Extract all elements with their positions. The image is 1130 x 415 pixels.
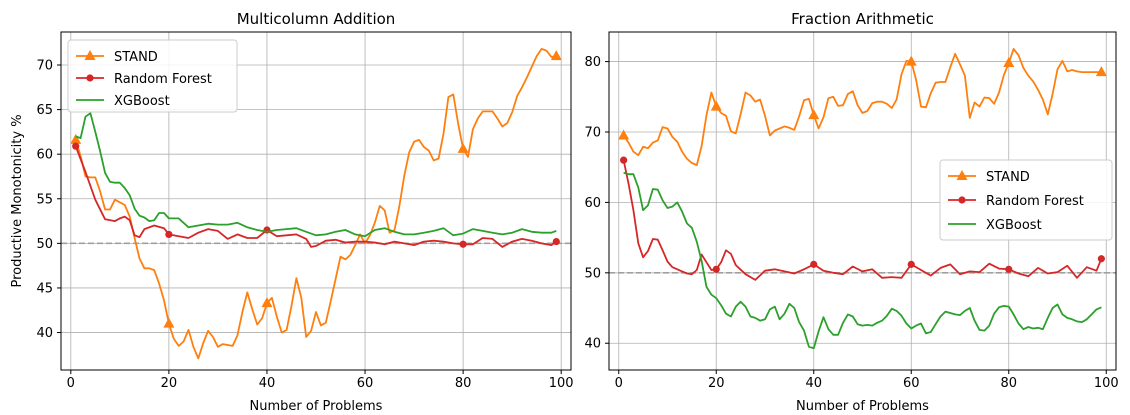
- data-point-marker: [163, 317, 175, 328]
- legend-swatch-marker: [84, 50, 96, 60]
- y-axis-label: Productive Monotonicity %: [10, 114, 25, 287]
- legend-box: [939, 159, 1113, 241]
- x-tick-label: 0: [67, 376, 75, 391]
- x-tick-label: 100: [549, 376, 574, 391]
- y-tick-label: 60: [584, 196, 601, 211]
- x-axis-label: Number of Problems: [796, 399, 929, 414]
- data-point-marker: [907, 260, 915, 268]
- x-tick-label: 100: [1094, 376, 1119, 391]
- data-point-marker: [1003, 56, 1015, 67]
- x-tick-label: 40: [259, 376, 276, 391]
- plot-frame: [60, 31, 572, 371]
- legend-box: [67, 39, 238, 113]
- y-tick-label: 80: [584, 55, 601, 70]
- y-tick-label: 70: [36, 58, 53, 73]
- x-tick-label: 80: [1000, 376, 1017, 391]
- data-point-marker: [457, 142, 469, 153]
- data-point-marker: [70, 133, 82, 144]
- data-point-marker: [459, 240, 467, 248]
- data-point-marker: [72, 142, 80, 150]
- legend-label: XGBoost: [114, 94, 170, 109]
- series-line-xgboost: [75, 112, 557, 238]
- legend-label: XGBoost: [986, 218, 1042, 233]
- data-point-marker: [618, 129, 630, 140]
- series-line-stand: [74, 48, 557, 360]
- data-point-marker: [808, 109, 820, 120]
- y-tick-label: 50: [584, 266, 601, 281]
- data-point-marker: [905, 55, 917, 66]
- x-tick-label: 0: [615, 376, 623, 391]
- x-axis-label: Number of Problems: [250, 399, 383, 414]
- data-point-marker: [810, 260, 818, 268]
- x-tick-label: 80: [455, 376, 472, 391]
- x-tick-label: 60: [903, 376, 920, 391]
- y-tick-label: 65: [36, 103, 53, 118]
- chart-fraction-arithmetic: 0 20 40 60 80 100 40 50 60 70 80 Fraction Arithmeti…: [584, 10, 1118, 414]
- legend-label: STAND: [114, 50, 158, 65]
- legend-swatch-marker: [86, 74, 94, 82]
- data-point-marker: [261, 297, 273, 308]
- data-point-marker: [1097, 255, 1105, 263]
- data-point-marker: [712, 265, 720, 273]
- data-point-marker: [165, 230, 173, 239]
- data-point-marker: [552, 237, 560, 246]
- data-point-marker: [1005, 265, 1013, 273]
- x-tick-label: 20: [708, 376, 725, 391]
- series-line-xgboost: [623, 171, 1102, 350]
- series-line-stand: [622, 48, 1102, 167]
- y-tick-label: 50: [36, 237, 53, 252]
- y-tick-label: 70: [584, 125, 601, 140]
- legend-label: Random Forest: [986, 194, 1084, 209]
- y-tick-label: 40: [584, 337, 601, 352]
- data-point-marker: [550, 50, 562, 61]
- y-tick-label: 55: [36, 192, 53, 207]
- legend-swatch-marker: [958, 196, 966, 204]
- legend-swatch-marker: [956, 170, 968, 180]
- data-point-marker: [620, 156, 628, 164]
- x-tick-label: 60: [357, 376, 374, 391]
- chart-title: Multicolumn Addition: [237, 10, 396, 28]
- chart-title: Fraction Arithmetic: [791, 10, 934, 28]
- data-point-marker: [1095, 66, 1107, 77]
- x-tick-label: 40: [805, 376, 822, 391]
- data-point-marker: [710, 100, 722, 111]
- series-line-random_forest: [74, 145, 557, 248]
- legend-label: Random Forest: [114, 72, 212, 87]
- y-tick-label: 40: [36, 326, 53, 341]
- plot-frame: [608, 31, 1117, 371]
- x-tick-label: 20: [161, 376, 178, 391]
- chart-multicolumn-addition: 0 20 40 60 80 100 40 45 50 55 60 65 70 Multicolumn Ad…: [10, 10, 574, 414]
- y-tick-label: 60: [36, 148, 53, 163]
- legend-label: STAND: [986, 170, 1030, 185]
- y-tick-label: 45: [36, 281, 53, 296]
